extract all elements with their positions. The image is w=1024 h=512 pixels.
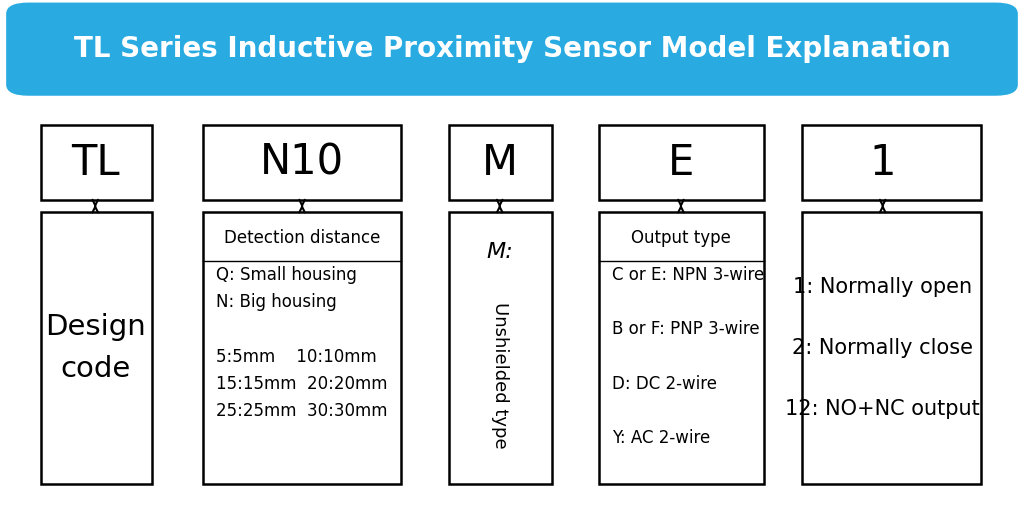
Bar bbox=[802, 125, 981, 200]
Bar bbox=[449, 125, 552, 200]
Bar bbox=[41, 212, 152, 484]
Bar bbox=[802, 212, 981, 484]
Bar bbox=[449, 212, 552, 484]
Text: M: M bbox=[481, 141, 518, 184]
Text: TL Series Inductive Proximity Sensor Model Explanation: TL Series Inductive Proximity Sensor Mod… bbox=[74, 35, 950, 63]
FancyBboxPatch shape bbox=[6, 3, 1018, 96]
Text: 1: 1 bbox=[869, 141, 896, 184]
Text: C or E: NPN 3-wire

B or F: PNP 3-wire

D: DC 2-wire

Y: AC 2-wire: C or E: NPN 3-wire B or F: PNP 3-wire D:… bbox=[612, 266, 765, 447]
Text: Detection distance: Detection distance bbox=[224, 229, 380, 247]
Text: TL: TL bbox=[71, 141, 120, 184]
Text: Q: Small housing
N: Big housing

5:5mm    10:10mm
15:15mm  20:20mm
25:25mm  30:3: Q: Small housing N: Big housing 5:5mm 10… bbox=[216, 266, 387, 420]
Text: Design
code: Design code bbox=[45, 313, 145, 383]
Text: Unshielded type: Unshielded type bbox=[490, 302, 509, 449]
Text: Output type: Output type bbox=[631, 229, 731, 247]
Text: 1: Normally open

2: Normally close

12: NO+NC output: 1: Normally open 2: Normally close 12: N… bbox=[785, 278, 980, 419]
Bar bbox=[599, 212, 764, 484]
Bar bbox=[203, 125, 401, 200]
Bar bbox=[41, 125, 152, 200]
Bar bbox=[599, 125, 764, 200]
Text: M:: M: bbox=[486, 242, 513, 262]
Bar bbox=[203, 212, 401, 484]
Text: N10: N10 bbox=[260, 141, 344, 184]
Text: E: E bbox=[668, 141, 694, 184]
